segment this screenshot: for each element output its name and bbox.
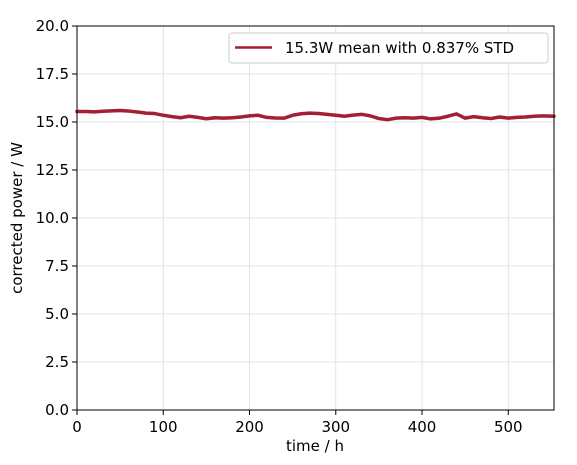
x-tick-label: 300	[321, 418, 350, 436]
y-axis-ticks: 0.0 2.5 5.0 7.5 10.0 12.5 15.0 17.5 20.0	[36, 17, 77, 419]
grid	[76, 25, 554, 411]
y-tick-label: 15.0	[36, 113, 69, 131]
legend-entry-label: 15.3W mean with 0.837% STD	[285, 39, 514, 57]
series-line	[75, 108, 556, 122]
y-tick-label: 5.0	[45, 305, 69, 323]
y-tick-label: 20.0	[36, 17, 69, 35]
x-axis-ticks: 0 100 200 300 400 500	[72, 410, 523, 436]
x-tick-label: 500	[494, 418, 523, 436]
y-tick-label: 2.5	[45, 353, 69, 371]
series-layer	[75, 108, 556, 122]
x-tick-label: 200	[235, 418, 264, 436]
legend: 15.3W mean with 0.837% STD	[228, 32, 549, 64]
y-tick-label: 0.0	[45, 401, 69, 419]
x-tick-label: 100	[149, 418, 178, 436]
x-tick-label: 400	[408, 418, 437, 436]
x-axis-label: time / h	[286, 437, 344, 455]
y-tick-label: 17.5	[36, 65, 69, 83]
legend-box	[228, 32, 549, 64]
y-tick-label: 12.5	[36, 161, 69, 179]
y-axis-label: corrected power / W	[8, 142, 26, 294]
x-tick-label: 0	[72, 418, 82, 436]
y-tick-label: 10.0	[36, 209, 69, 227]
y-tick-label: 7.5	[45, 257, 69, 275]
